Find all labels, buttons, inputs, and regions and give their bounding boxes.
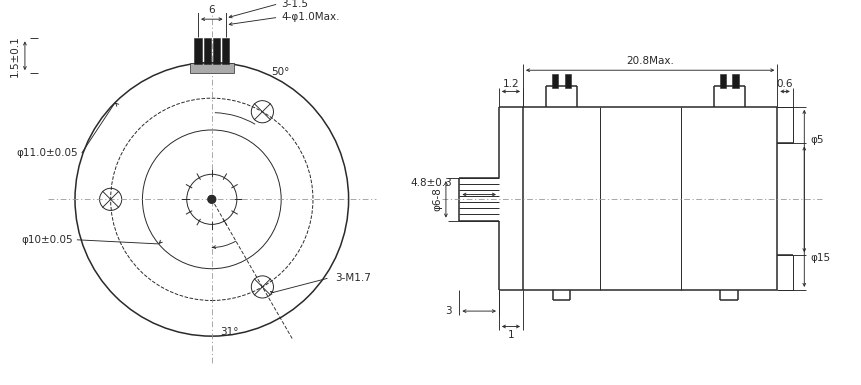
Circle shape xyxy=(208,196,215,203)
Text: φ10±0.05: φ10±0.05 xyxy=(22,235,73,245)
Text: φ5: φ5 xyxy=(809,136,822,146)
Bar xyxy=(719,74,725,87)
Bar xyxy=(564,74,570,87)
Text: φ11.0±0.05: φ11.0±0.05 xyxy=(16,148,77,158)
Bar xyxy=(221,38,229,64)
Text: φ6-8: φ6-8 xyxy=(431,187,442,211)
Text: 3-M1.7: 3-M1.7 xyxy=(335,273,370,283)
Text: 31°: 31° xyxy=(220,326,238,336)
Text: 4-φ1.0Max.: 4-φ1.0Max. xyxy=(281,12,339,22)
Text: φ15: φ15 xyxy=(809,253,829,263)
Bar xyxy=(195,38,201,64)
Text: 50°: 50° xyxy=(271,67,289,77)
Text: 4.8±0.3: 4.8±0.3 xyxy=(410,178,451,188)
Bar xyxy=(189,64,233,73)
Bar xyxy=(732,74,738,87)
Text: 3-1.5: 3-1.5 xyxy=(281,0,308,9)
Bar xyxy=(213,38,220,64)
Text: 1.2: 1.2 xyxy=(502,79,518,89)
Text: 3: 3 xyxy=(444,306,451,316)
Bar xyxy=(552,74,558,87)
Text: 6: 6 xyxy=(208,5,215,15)
Text: 1.5±0.1: 1.5±0.1 xyxy=(10,35,20,77)
Text: 20.8Max.: 20.8Max. xyxy=(625,56,673,66)
Text: 1: 1 xyxy=(507,330,514,340)
Bar xyxy=(203,38,211,64)
Text: 0.6: 0.6 xyxy=(776,79,792,89)
